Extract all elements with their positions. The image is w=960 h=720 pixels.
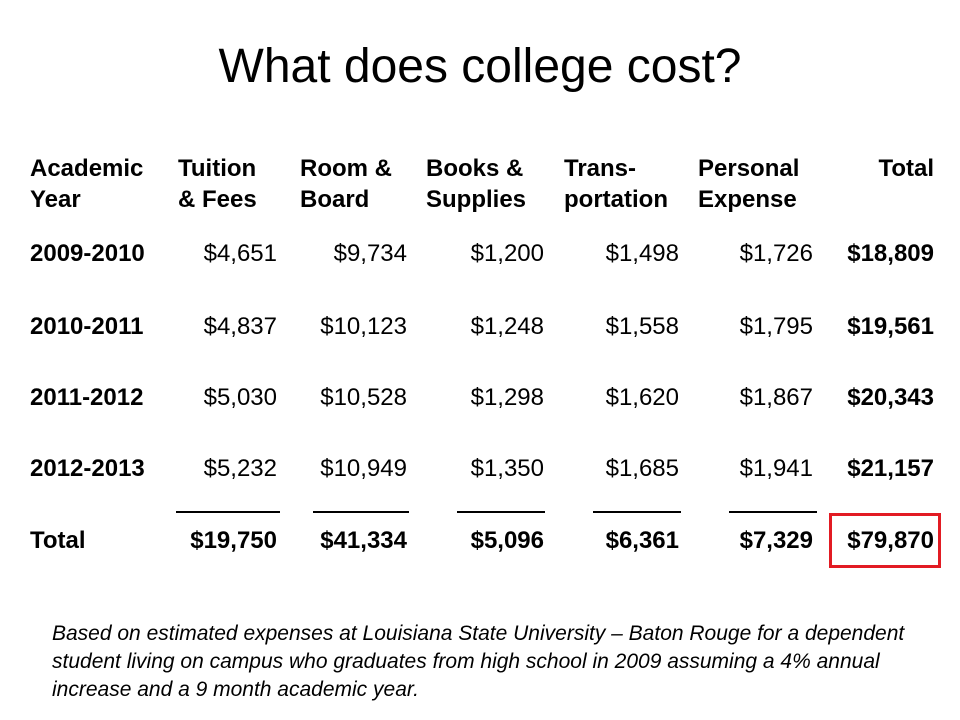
total-row-label: Total [30, 527, 86, 554]
header-books-supplies: Books & Supplies [426, 155, 527, 213]
row-total: $19,561 [847, 313, 934, 340]
header-transportation: Trans-portation [564, 155, 668, 213]
header-academic-year: Academic Year [30, 155, 144, 213]
total-room-board: $41,334 [320, 527, 407, 554]
row-tuition: $4,651 [203, 240, 277, 267]
row-year: 2009-2010 [30, 240, 145, 267]
sum-rule [593, 511, 681, 513]
row-tuition: $4,837 [203, 313, 277, 340]
row-room-board: $10,949 [320, 455, 407, 482]
row-transportation: $1,498 [605, 240, 679, 267]
footnote: Based on estimated expenses at Louisiana… [52, 622, 905, 701]
sum-rule [729, 511, 817, 513]
row-year: 2012-2013 [30, 455, 145, 482]
header-total: Total [878, 155, 934, 182]
row-books: $1,350 [470, 455, 544, 482]
row-transportation: $1,685 [605, 455, 679, 482]
row-personal: $1,795 [739, 313, 813, 340]
row-tuition: $5,030 [203, 384, 277, 411]
row-total: $21,157 [847, 455, 934, 482]
sum-rule [457, 511, 545, 513]
header-personal-expense: Personal Expense [698, 155, 800, 213]
row-year: 2010-2011 [30, 313, 144, 340]
total-personal: $7,329 [739, 527, 813, 554]
row-transportation: $1,558 [605, 313, 679, 340]
row-tuition: $5,232 [203, 455, 277, 482]
row-personal: $1,867 [739, 384, 813, 411]
row-books: $1,298 [470, 384, 544, 411]
row-year: 2011-2012 [30, 384, 144, 411]
row-total: $20,343 [847, 384, 934, 411]
row-room-board: $10,123 [320, 313, 407, 340]
row-personal: $1,726 [739, 240, 813, 267]
total-books: $5,096 [470, 527, 544, 554]
row-room-board: $10,528 [320, 384, 407, 411]
row-total: $18,809 [847, 240, 934, 267]
grand-total: $79,870 [847, 527, 934, 554]
total-tuition: $19,750 [190, 527, 277, 554]
row-personal: $1,941 [739, 455, 813, 482]
row-transportation: $1,620 [605, 384, 679, 411]
header-tuition-fees: Tuition & Fees [178, 155, 257, 213]
sum-rule [176, 511, 280, 513]
row-books: $1,200 [470, 240, 544, 267]
row-books: $1,248 [470, 313, 544, 340]
grand-total-highlight-box [829, 513, 941, 568]
header-room-board: Room & Board [300, 155, 392, 213]
row-room-board: $9,734 [333, 240, 407, 267]
total-transportation: $6,361 [605, 527, 679, 554]
sum-rule [313, 511, 409, 513]
slide-title: What does college cost? [218, 40, 742, 93]
